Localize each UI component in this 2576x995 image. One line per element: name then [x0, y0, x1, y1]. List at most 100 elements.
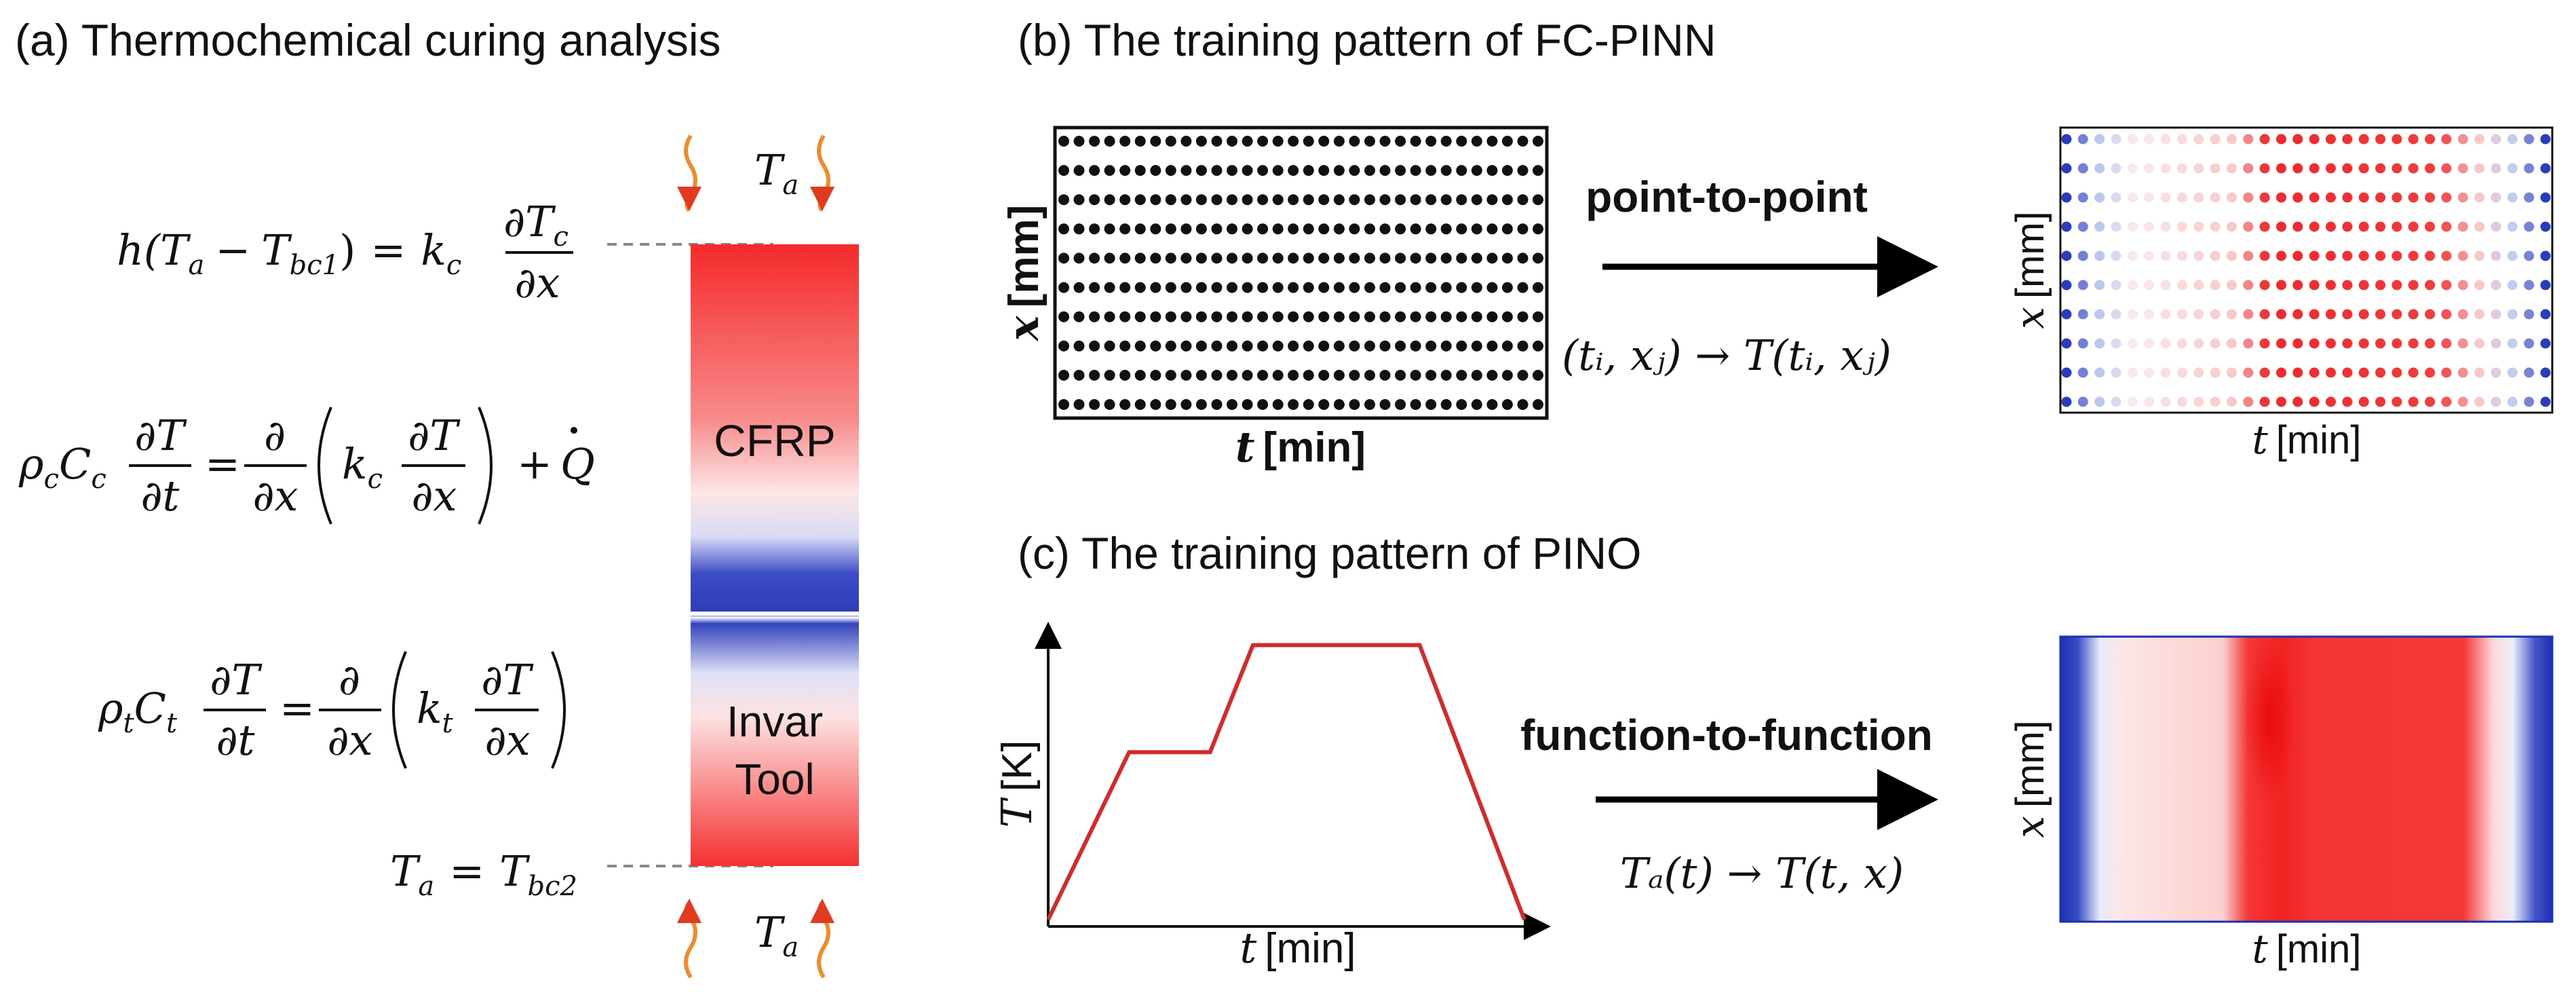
pointwise-output-point — [2127, 221, 2138, 232]
pointwise-output-box — [2059, 126, 2554, 414]
pointwise-output-point — [2127, 134, 2138, 145]
pointwise-output-point — [2408, 309, 2419, 320]
collocation-point — [1165, 311, 1176, 322]
collocation-point — [1272, 223, 1284, 235]
collocation-point — [1533, 340, 1543, 352]
pointwise-output-point — [2309, 163, 2320, 174]
collocation-point — [1395, 223, 1406, 235]
collocation-point — [1333, 223, 1345, 235]
pointwise-output-point — [2441, 192, 2452, 203]
heat-arrow-icon — [810, 134, 834, 212]
collocation-point — [1195, 369, 1207, 381]
collocation-point — [1119, 311, 1131, 322]
collocation-point — [1089, 399, 1100, 410]
pointwise-output-point — [2326, 192, 2336, 203]
collocation-point — [1195, 136, 1207, 147]
collocation-point — [1195, 252, 1207, 264]
pointwise-output-point — [2144, 134, 2155, 145]
collocation-point — [1395, 369, 1406, 381]
collocation-point — [1119, 194, 1131, 206]
collocation-point — [1517, 282, 1529, 293]
collocation-point — [1165, 165, 1176, 176]
pointwise-output-point — [2309, 134, 2320, 145]
pointwise-output-point — [2144, 221, 2155, 232]
collocation-point — [1211, 369, 1223, 381]
pointwise-output-point — [2491, 367, 2501, 378]
pointwise-output-point — [2243, 221, 2254, 232]
collocation-point — [1486, 223, 1498, 235]
pointwise-output-point — [2491, 338, 2501, 349]
pointwise-output-point — [2259, 163, 2270, 174]
collocation-point — [1288, 136, 1299, 147]
collocation-point — [1150, 311, 1161, 322]
pointwise-output-point — [2243, 338, 2254, 349]
collocation-point — [1227, 223, 1237, 235]
collocation-point — [1456, 252, 1467, 264]
collocation-point — [1180, 369, 1192, 381]
collocation-point — [1517, 165, 1529, 176]
pointwise-output-point — [2457, 396, 2468, 407]
pointwise-output-point — [2326, 367, 2336, 378]
panel-a-title: (a) Thermochemical curing analysis — [15, 15, 721, 65]
svg-text:=: = — [280, 683, 315, 733]
pointwise-output-point — [2425, 221, 2436, 232]
collocation-point — [1533, 223, 1543, 235]
collocation-point — [1303, 282, 1314, 293]
collocation-point — [1349, 165, 1360, 176]
pointwise-output-point — [2540, 367, 2551, 378]
collocation-point — [1533, 399, 1543, 410]
equation-heat-composite: ρcCc ∂T ∂t = ∂ ∂x kc ∂T ∂x + Q — [18, 407, 595, 525]
collocation-point — [1440, 340, 1452, 352]
collocation-point — [1227, 252, 1237, 264]
field-hotspot — [2245, 638, 2294, 801]
heat-arrows-bottom: Ta — [677, 899, 834, 979]
collocation-point — [1410, 136, 1421, 147]
pointwise-output-point — [2111, 250, 2121, 261]
pointwise-output-point — [2457, 280, 2468, 290]
collocation-point — [1195, 340, 1207, 352]
pointwise-output-point — [2144, 192, 2155, 203]
svg-text:∂Tc: ∂Tc — [503, 197, 569, 252]
pointwise-output-point — [2457, 250, 2468, 261]
collocation-point — [1456, 136, 1467, 147]
collocation-point — [1425, 194, 1437, 206]
collocation-point — [1134, 369, 1146, 381]
pointwise-output-point — [2144, 280, 2155, 290]
pointwise-output-point — [2276, 221, 2286, 232]
collocation-point — [1211, 340, 1223, 352]
collocation-point — [1517, 369, 1529, 381]
pointwise-output-point — [2193, 367, 2204, 378]
collocation-point — [1440, 252, 1452, 264]
pointwise-output-point — [2094, 134, 2105, 145]
collocation-point — [1501, 369, 1513, 381]
collocation-point — [1104, 194, 1115, 206]
pointwise-output-point — [2375, 338, 2386, 349]
pointwise-output-point — [2144, 396, 2155, 407]
collocation-point — [1272, 340, 1284, 352]
pointwise-output-point — [2391, 367, 2402, 378]
collocation-point — [1425, 223, 1437, 235]
pointwise-output-point — [2094, 221, 2105, 232]
collocation-point — [1318, 340, 1330, 352]
pointwise-output-point — [2210, 309, 2221, 320]
collocation-point — [1089, 165, 1100, 176]
collocation-point — [1486, 136, 1498, 147]
collocation-point — [1180, 399, 1192, 410]
pointwise-output-point — [2176, 338, 2187, 349]
pointwise-output-point — [2457, 309, 2468, 320]
collocation-point — [1058, 194, 1069, 206]
pointwise-output-point — [2491, 280, 2501, 290]
collocation-point — [1134, 165, 1146, 176]
pointwise-output-point — [2540, 163, 2551, 174]
collocation-point — [1425, 282, 1437, 293]
operator-mapping: Tₐ(t) → T(t, x) — [1620, 848, 1904, 898]
collocation-point — [1471, 136, 1482, 147]
collocation-point — [1364, 399, 1375, 410]
pointwise-output-point — [2176, 163, 2187, 174]
collocation-point — [1303, 194, 1314, 206]
svg-text:ρtCt: ρtCt — [98, 683, 178, 739]
pointwise-output-point — [2160, 134, 2171, 145]
pointwise-output-point — [2309, 192, 2320, 203]
pointwise-output-point — [2474, 338, 2485, 349]
collocation-point — [1242, 194, 1253, 206]
